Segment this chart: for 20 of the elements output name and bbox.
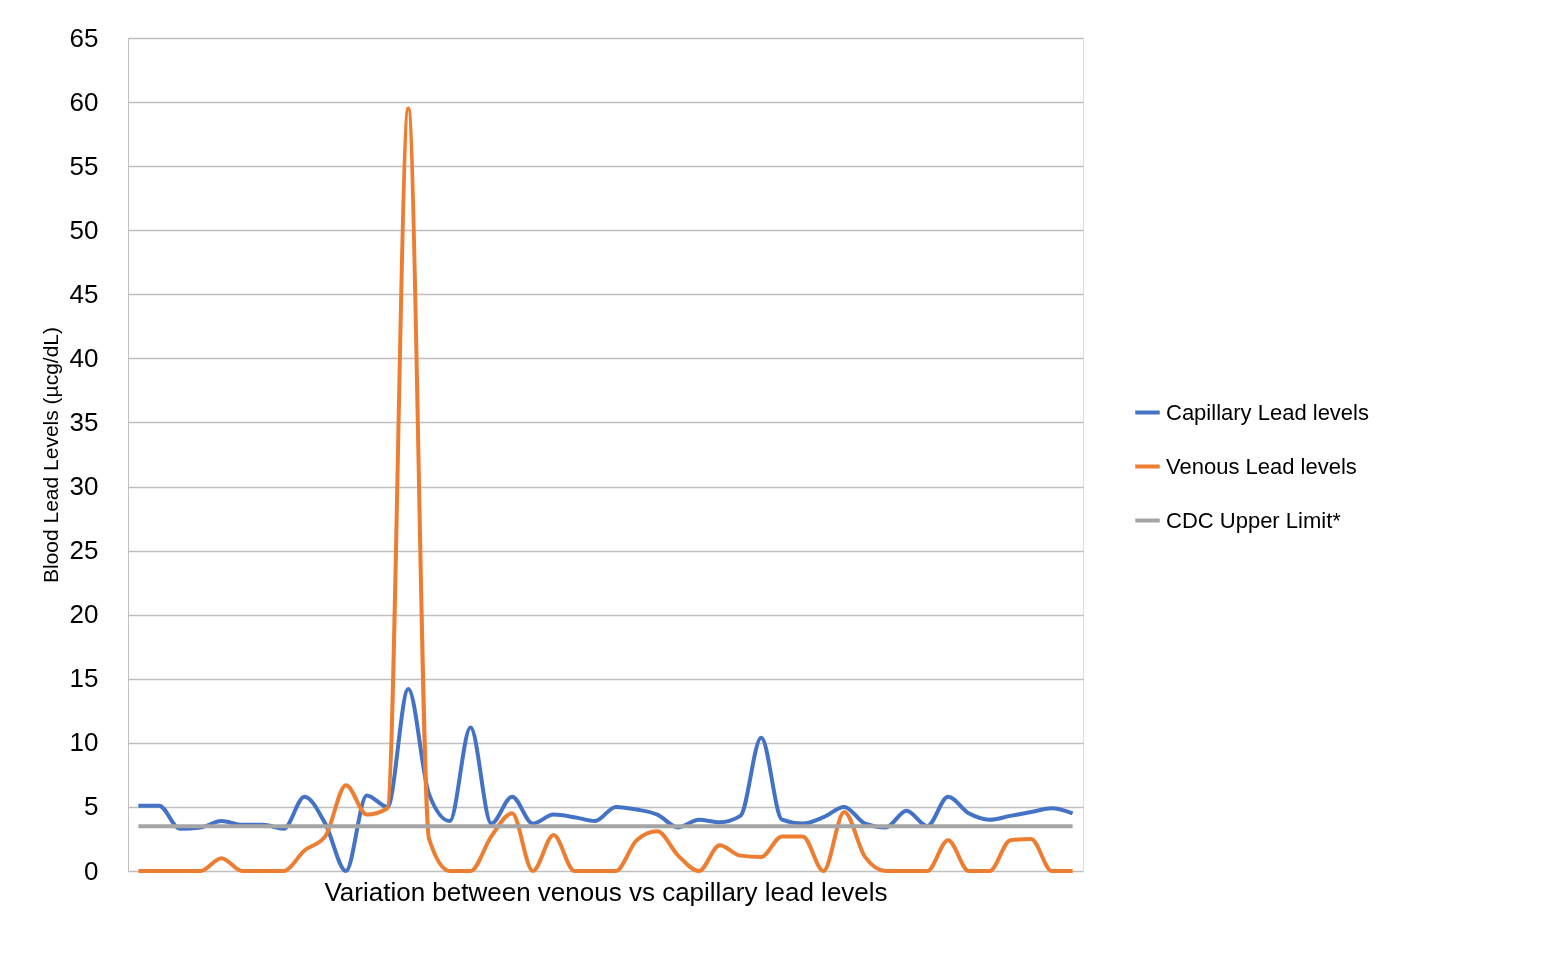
legend-label: Venous Lead levels: [1166, 453, 1357, 479]
legend-label: CDC Upper Limit*: [1166, 507, 1342, 533]
legend-label: Capillary Lead levels: [1166, 399, 1369, 425]
y-tick-label: 65: [69, 22, 99, 53]
y-tick-label: 30: [69, 471, 99, 502]
y-axis-title: Blood Lead Levels (µcg/dL): [38, 326, 62, 584]
x-axis-title: Variation between venous vs capillary lead levels: [324, 876, 888, 907]
y-tick-label: 0: [84, 855, 99, 886]
y-tick-label: 40: [69, 342, 99, 373]
y-tick-label: 15: [69, 663, 99, 694]
y-tick-label: 50: [69, 214, 99, 245]
y-tick-label: 25: [69, 535, 99, 566]
line-series: [136, 106, 1075, 873]
y-tick-label: 55: [69, 150, 99, 181]
y-tick-label: 10: [69, 727, 99, 758]
y-tick-label: 45: [69, 278, 99, 309]
y-tick-label: 20: [69, 599, 99, 630]
y-tick-label: 5: [84, 791, 99, 822]
y-tick-label: 60: [69, 86, 99, 117]
y-tick-label: 35: [69, 406, 99, 437]
